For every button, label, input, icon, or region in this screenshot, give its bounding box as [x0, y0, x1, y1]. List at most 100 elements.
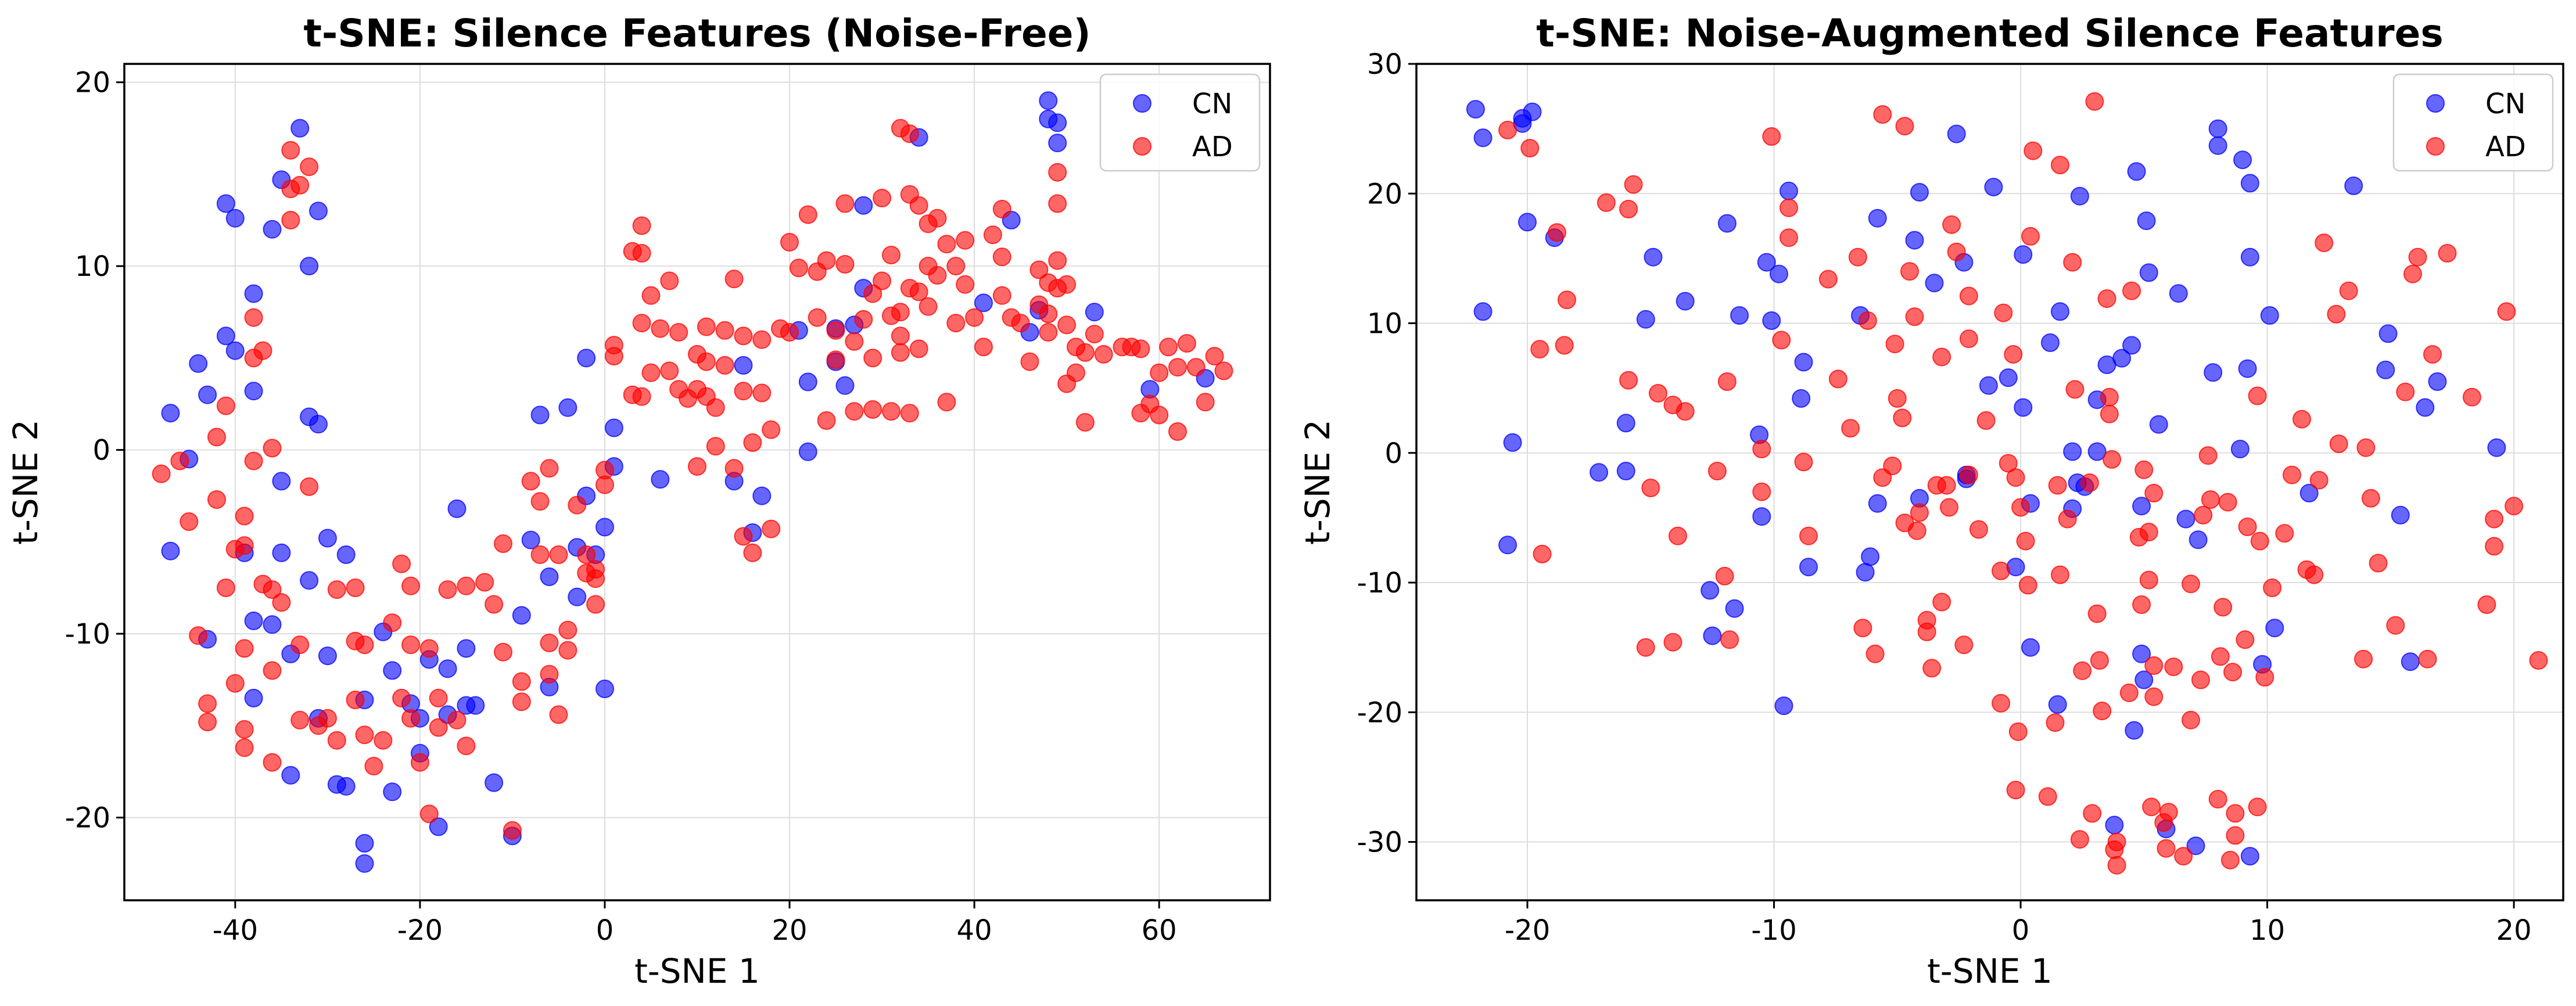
data-point-ad [180, 512, 199, 531]
data-point-ad [1799, 526, 1818, 545]
data-point-ad [1048, 194, 1067, 213]
data-point-ad [207, 427, 226, 447]
data-point-cn [300, 571, 319, 590]
data-point-ad [863, 348, 882, 368]
data-point-ad [909, 339, 928, 358]
data-point-ad [1954, 635, 1974, 655]
data-point-ad [1205, 347, 1224, 366]
data-point-ad [1548, 223, 1566, 242]
chart-panel-noise-augmented: t-SNE: Noise-Augmented Silence Features … [1298, 11, 2564, 991]
data-point-cn [2208, 119, 2227, 138]
data-point-cn [1910, 183, 1929, 202]
data-point-cn [1770, 264, 1788, 283]
data-point-ad [1029, 260, 1049, 279]
data-point-ad [2194, 505, 2213, 524]
x-tick-label: -20 [1505, 914, 1550, 947]
data-point-ad [1067, 363, 1085, 382]
x-tick-label: 0 [2012, 914, 2030, 947]
data-point-ad [2339, 281, 2358, 300]
x-tick-label: 60 [1142, 914, 1177, 947]
x-tick-label: 20 [772, 914, 807, 947]
grid [124, 64, 1270, 900]
data-point-ad [189, 626, 208, 645]
data-point-ad [2226, 804, 2245, 823]
y-tick-label: -20 [65, 802, 110, 835]
data-point-cn [1861, 547, 1880, 566]
data-point-ad [937, 235, 956, 254]
data-point-ad [2093, 702, 2112, 720]
data-point-ad [2408, 247, 2427, 267]
data-point-ad [2073, 661, 2092, 680]
data-point-ad [1075, 343, 1095, 362]
series-ad [1498, 92, 2548, 875]
chart-title: t-SNE: Noise-Augmented Silence Features [1536, 11, 2443, 56]
data-point-ad [512, 692, 531, 712]
data-point-ad [263, 439, 282, 458]
data-point-cn [2137, 211, 2156, 231]
y-tick-label: -20 [1357, 696, 1402, 729]
data-point-ad [1959, 465, 1978, 484]
data-point-ad [346, 579, 365, 597]
data-point-ad [1865, 644, 1885, 663]
legend-label-cn: CN [2485, 88, 2525, 120]
data-point-ad [1619, 371, 1638, 390]
data-point-cn [1856, 563, 1875, 582]
data-point-ad [632, 314, 651, 333]
data-point-ad [1020, 352, 1039, 371]
data-point-cn [1979, 376, 1998, 395]
data-point-ad [1994, 303, 2013, 322]
data-point-ad [263, 753, 282, 772]
data-point-cn [1984, 178, 2003, 197]
data-point-ad [1905, 307, 1924, 326]
data-point-cn [485, 773, 504, 792]
data-point-ad [1707, 462, 1727, 480]
data-point-ad [263, 580, 282, 599]
data-point-ad [2103, 450, 2122, 469]
data-point-ad [956, 231, 975, 250]
data-point-ad [2462, 387, 2481, 407]
data-point-ad [530, 492, 550, 511]
data-point-ad [2144, 656, 2164, 675]
data-point-ad [152, 464, 171, 483]
data-point-cn [1473, 128, 1492, 148]
data-point-cn [595, 680, 614, 698]
data-point-cn [457, 639, 476, 658]
data-point-ad [688, 457, 706, 476]
data-point-ad [2157, 839, 2176, 858]
data-point-cn [2134, 670, 2154, 689]
data-point-ad [1752, 482, 1771, 501]
data-point-cn [854, 196, 873, 215]
legend-label-ad: AD [1192, 131, 1233, 163]
data-point-ad [235, 536, 254, 555]
data-point-ad [1883, 457, 1902, 476]
data-point-cn [1636, 310, 1655, 329]
data-point-ad [198, 694, 217, 713]
data-point-ad [558, 641, 577, 660]
data-point-ad [2208, 789, 2227, 809]
legend-marker-cn [1133, 94, 1151, 113]
data-point-cn [1762, 311, 1781, 330]
data-point-ad [1992, 694, 2011, 713]
data-point-cn [2265, 619, 2284, 638]
data-point-ad [1848, 247, 1867, 267]
data-point-ad [2046, 713, 2065, 732]
data-point-ad [2396, 382, 2415, 401]
data-point-ad [2477, 595, 2496, 614]
data-point-ad [1498, 120, 1517, 139]
data-point-ad [235, 639, 254, 658]
data-point-ad [2182, 574, 2200, 594]
data-point-ad [1676, 402, 1695, 421]
data-point-ad [355, 635, 374, 655]
data-point-ad [974, 337, 993, 357]
data-point-ad [2083, 804, 2102, 823]
data-point-ad [2220, 850, 2240, 870]
data-point-ad [2159, 803, 2178, 822]
data-point-ad [1520, 139, 1540, 158]
data-point-ad [909, 282, 928, 301]
data-point-cn [318, 646, 337, 666]
data-point-ad [1976, 411, 1996, 430]
data-point-ad [429, 688, 448, 707]
data-point-ad [2174, 847, 2193, 866]
legend: CN AD [2392, 73, 2554, 172]
legend: CN AD [1099, 73, 1261, 172]
